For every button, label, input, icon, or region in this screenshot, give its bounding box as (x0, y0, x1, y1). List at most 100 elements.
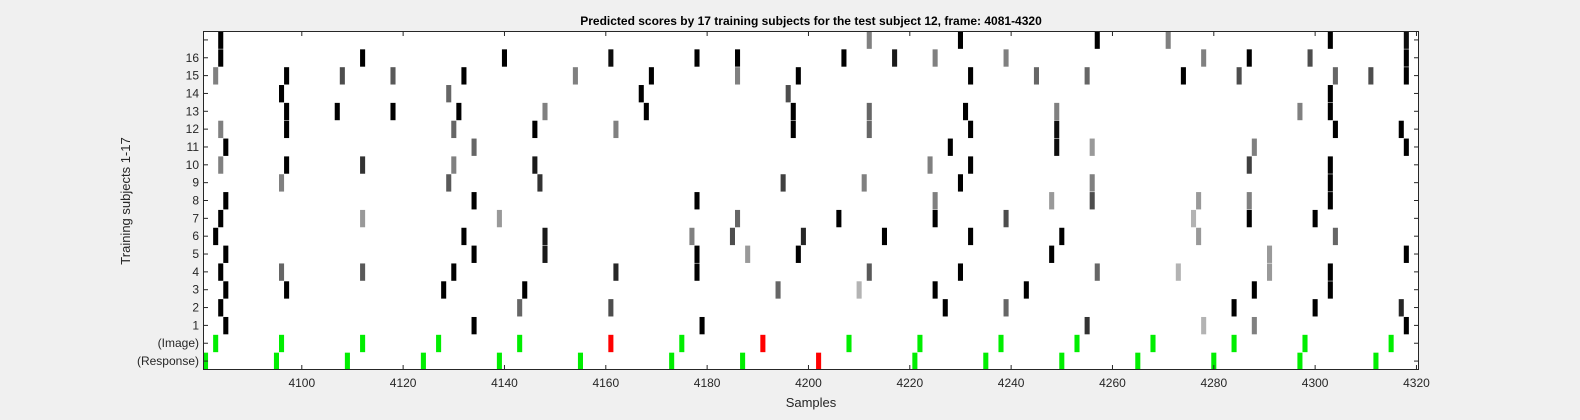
y-tick-label: 12 (186, 122, 200, 136)
heatmap-cell (1327, 156, 1333, 174)
y-tick-label: (Response) (137, 354, 199, 368)
heatmap-cell (689, 227, 695, 246)
heatmap-cell (1403, 245, 1409, 263)
heatmap-cell (866, 102, 872, 121)
heatmap-cell (360, 334, 366, 353)
heatmap-cell (1003, 299, 1009, 317)
y-tick-label: 3 (192, 283, 199, 297)
heatmap-cell (1403, 31, 1409, 49)
heatmap-cell (917, 334, 923, 353)
heatmap-cell (800, 227, 806, 246)
y-tick-label: 16 (186, 51, 200, 65)
x-tick-label: 4240 (998, 376, 1025, 390)
heatmap-cell (694, 263, 700, 281)
heatmap-cell (1403, 67, 1409, 85)
heatmap-marks (203, 31, 1409, 370)
heatmap-cell (1251, 316, 1257, 335)
heatmap-cell (1150, 334, 1156, 353)
heatmap-cell (1094, 263, 1100, 281)
heatmap-cell (932, 49, 938, 67)
heatmap-cell (638, 85, 644, 103)
heatmap-cell (279, 85, 285, 103)
heatmap-cell (218, 120, 224, 139)
heatmap-cell (572, 67, 578, 85)
x-tick-label: 4160 (592, 376, 619, 390)
heatmap-cell (760, 334, 766, 353)
heatmap-cell (360, 49, 366, 67)
heatmap-cell (1388, 334, 1394, 353)
heatmap-cell (795, 67, 801, 85)
y-tick-label: 1 (192, 318, 199, 332)
heatmap-cell (1094, 31, 1100, 49)
heatmap-cell (517, 299, 523, 317)
heatmap-cell (456, 102, 462, 121)
heatmap-cell (1267, 245, 1273, 263)
heatmap-cell (613, 263, 619, 281)
heatmap-cell (360, 263, 366, 281)
heatmap-cell (957, 263, 963, 281)
heatmap-cell (344, 352, 350, 370)
heatmap-cell (1196, 192, 1202, 210)
heatmap-cell (1054, 138, 1060, 156)
heatmap-cell (1180, 67, 1186, 85)
heatmap-cell (1135, 352, 1141, 370)
heatmap-cell (496, 352, 502, 370)
heatmap-cell (1327, 174, 1333, 192)
heatmap-cell (471, 316, 477, 335)
heatmap-cell (471, 245, 477, 263)
heatmap-cell (694, 245, 700, 263)
heatmap-cell (1327, 192, 1333, 210)
heatmap-cell (522, 281, 528, 299)
y-tick-label: 11 (187, 140, 200, 154)
heatmap-cell (284, 281, 290, 299)
heatmap-cell (334, 102, 340, 121)
heatmap-cell (218, 31, 224, 49)
heatmap-cell (360, 209, 366, 228)
heatmap-cell (1246, 192, 1252, 210)
heatmap-cell (223, 192, 229, 210)
heatmap-cell (1246, 156, 1252, 174)
heatmap-cell (1368, 67, 1374, 85)
heatmap-cell (284, 102, 290, 121)
heatmap-cell (218, 263, 224, 281)
heatmap-cell (1327, 281, 1333, 299)
heatmap-cell (932, 209, 938, 228)
heatmap-cell (1332, 67, 1338, 85)
x-tick-label: 4260 (1099, 376, 1126, 390)
heatmap-cell (1033, 67, 1039, 85)
heatmap-cell (816, 352, 822, 370)
heatmap-cell (1307, 49, 1313, 67)
heatmap-cell (694, 192, 700, 210)
heatmap-cell (471, 138, 477, 156)
y-tick-label: 5 (192, 247, 199, 261)
heatmap-cell (1302, 334, 1308, 353)
heatmap-cell (577, 352, 583, 370)
heatmap-cell (790, 120, 796, 139)
heatmap-cell (461, 227, 467, 246)
heatmap-cell (866, 120, 872, 139)
heatmap-cell (1074, 334, 1080, 353)
heatmap-cell (446, 85, 452, 103)
heatmap-cell (1089, 174, 1095, 192)
heatmap-cell (1084, 316, 1090, 335)
heatmap-cell (1312, 299, 1318, 317)
heatmap-cell (836, 209, 842, 228)
heatmap-cell (1327, 85, 1333, 103)
heatmap-cell (1054, 102, 1060, 121)
heatmap-cell (1211, 352, 1217, 370)
x-tick-label: 4140 (491, 376, 518, 390)
heatmap-cell (441, 281, 447, 299)
heatmap-cell (279, 263, 285, 281)
heatmap-cell (881, 227, 887, 246)
heatmap-cell (866, 263, 872, 281)
heatmap-cell (542, 245, 548, 263)
heatmap-cell (532, 120, 538, 139)
y-tick-label: 2 (192, 301, 199, 315)
heatmap-cell (740, 352, 746, 370)
heatmap-cell (963, 102, 969, 121)
heatmap-cell (446, 174, 452, 192)
heatmap-cell (218, 156, 224, 174)
heatmap-cell (542, 102, 548, 121)
heatmap-cell (223, 281, 229, 299)
heatmap-cell (1403, 316, 1409, 335)
